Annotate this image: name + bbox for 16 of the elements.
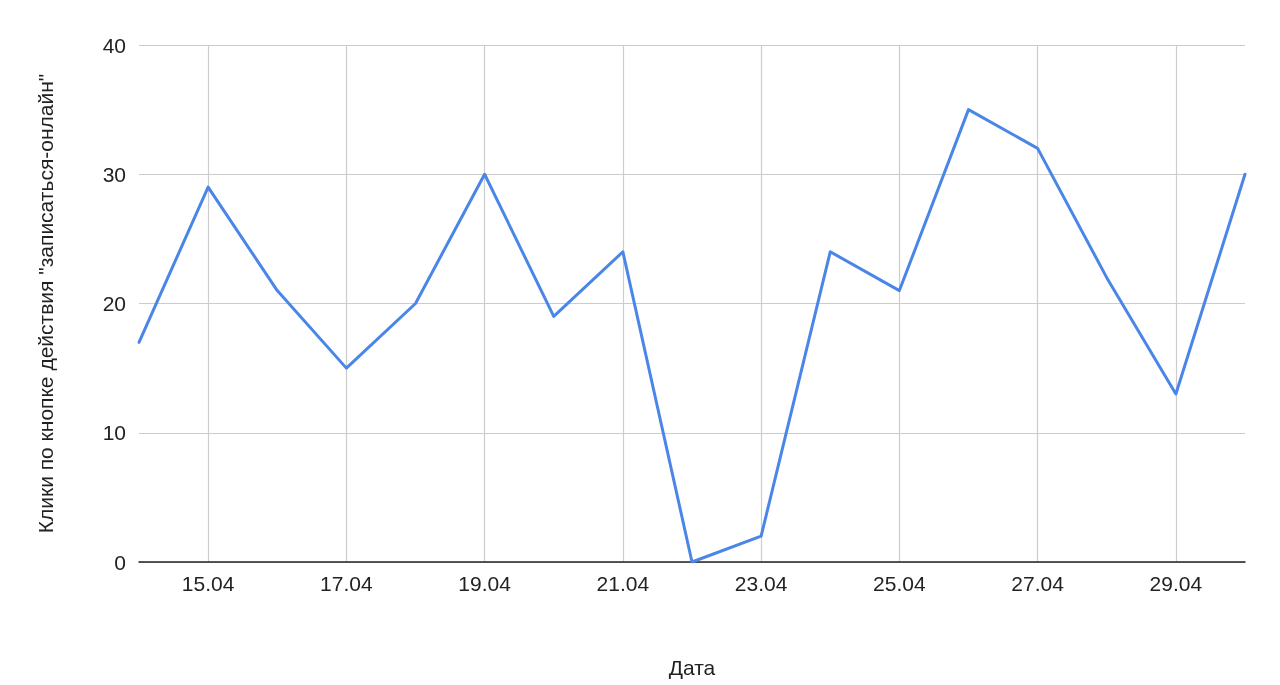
y-tick-label: 40 xyxy=(102,33,126,57)
x-tick-label: 29.04 xyxy=(1149,572,1203,595)
x-axis-title: Дата xyxy=(668,656,716,679)
line-series xyxy=(137,108,1247,564)
x-tick-label: 23.04 xyxy=(734,572,788,595)
y-tick-label: 0 xyxy=(114,550,126,574)
y-tick-label: 20 xyxy=(102,292,126,315)
y-tick-label: 10 xyxy=(102,421,126,445)
x-tick-label: 25.04 xyxy=(873,572,926,595)
y-tick-label: 30 xyxy=(102,162,126,186)
x-tick-label: 17.04 xyxy=(320,572,373,595)
x-tick-label: 19.04 xyxy=(458,572,512,595)
y-axis-title: Клики по кнопке действия "записаться-онлайн" xyxy=(34,73,57,534)
x-tick-label: 15.04 xyxy=(181,572,235,595)
x-tick-label: 27.04 xyxy=(1011,572,1065,595)
x-tick-label: 21.04 xyxy=(596,572,650,595)
